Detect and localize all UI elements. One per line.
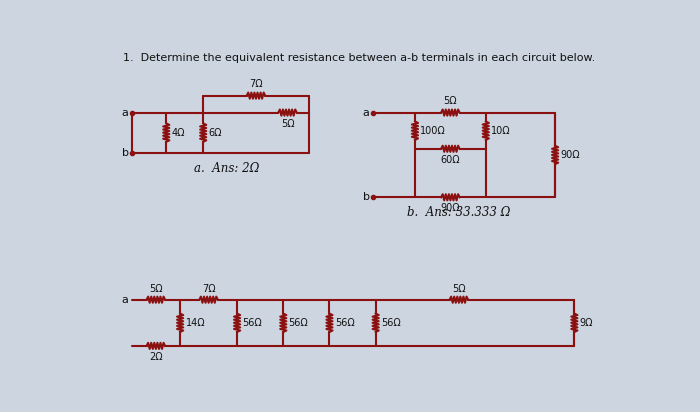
Text: 5Ω: 5Ω — [149, 283, 162, 293]
Text: a: a — [122, 108, 129, 117]
Text: 1.  Determine the equivalent resistance between a-b terminals in each circuit be: 1. Determine the equivalent resistance b… — [122, 52, 595, 63]
Text: 9Ω: 9Ω — [580, 318, 593, 328]
Text: 10Ω: 10Ω — [491, 126, 511, 136]
Text: 7Ω: 7Ω — [202, 283, 216, 293]
Text: 90Ω: 90Ω — [561, 150, 580, 160]
Text: a: a — [122, 295, 129, 305]
Text: 4Ω: 4Ω — [172, 128, 185, 138]
Text: 2Ω: 2Ω — [149, 352, 162, 362]
Text: 6Ω: 6Ω — [209, 128, 222, 138]
Text: 56Ω: 56Ω — [242, 318, 262, 328]
Text: b: b — [122, 147, 129, 158]
Text: 90Ω: 90Ω — [440, 204, 460, 213]
Text: b: b — [363, 192, 370, 202]
Text: 56Ω: 56Ω — [288, 318, 309, 328]
Text: b.  Ans: 33.333 Ω: b. Ans: 33.333 Ω — [407, 206, 510, 219]
Text: 5Ω: 5Ω — [452, 283, 466, 293]
Text: 5Ω: 5Ω — [444, 96, 457, 106]
Text: 56Ω: 56Ω — [381, 318, 401, 328]
Text: a.  Ans: 2Ω: a. Ans: 2Ω — [194, 162, 259, 175]
Text: 100Ω: 100Ω — [420, 126, 446, 136]
Text: 60Ω: 60Ω — [440, 155, 460, 165]
Text: 14Ω: 14Ω — [186, 318, 205, 328]
Text: 5Ω: 5Ω — [281, 119, 294, 129]
Text: 7Ω: 7Ω — [249, 80, 262, 89]
Text: a: a — [363, 108, 370, 117]
Text: 56Ω: 56Ω — [335, 318, 355, 328]
